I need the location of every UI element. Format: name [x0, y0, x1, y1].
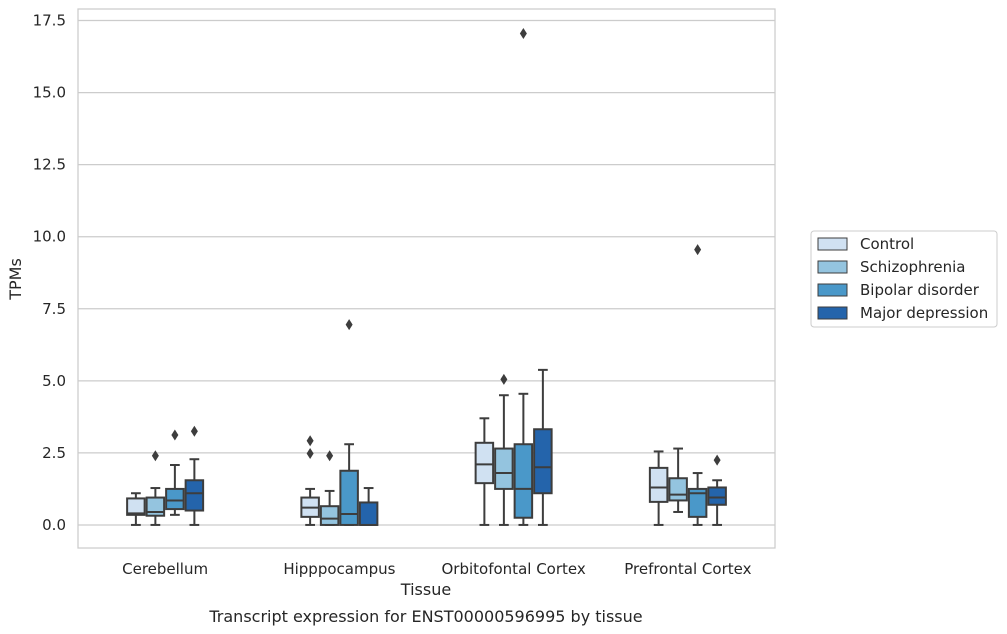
outlier-point — [500, 373, 508, 385]
y-axis-title: TPMs — [6, 258, 25, 301]
box-body — [513, 443, 534, 519]
chart-caption: Transcript expression for ENST0000059699… — [208, 607, 642, 626]
legend-swatch — [817, 306, 848, 320]
box-3-1 — [358, 487, 379, 526]
x-tick-labels: Cerebellum Hipppocampus Orbitofontal Corte… — [122, 560, 751, 578]
box-body — [474, 441, 495, 485]
box-body — [668, 477, 688, 502]
y-tick-label: 2.5 — [42, 444, 66, 462]
y-tick-label: 17.5 — [33, 12, 66, 30]
box-2-1 — [339, 319, 359, 526]
box-body — [707, 486, 727, 506]
box-body — [533, 428, 553, 495]
y-tick-label: 10.0 — [33, 228, 66, 246]
box-body — [165, 487, 185, 511]
box-1-0 — [145, 450, 166, 526]
box-body — [358, 501, 379, 526]
legend-swatch — [817, 237, 848, 251]
box-0-3 — [648, 450, 669, 526]
outlier-point — [190, 425, 198, 437]
box-plot-series — [126, 28, 727, 526]
y-tick-label: 7.5 — [42, 300, 66, 318]
box-1-3 — [668, 447, 688, 513]
outlier-point — [345, 319, 353, 331]
y-tick-labels: 0.0 2.5 5.0 7.5 10.0 12.5 15.0 17.5 — [33, 12, 66, 534]
box-3-2 — [533, 368, 553, 526]
y-tick-label: 0.0 — [42, 516, 66, 534]
y-tick-label: 12.5 — [33, 156, 66, 174]
plot-frame — [77, 8, 776, 549]
box-body — [339, 469, 359, 526]
x-tick-label: Orbitofontal Cortex — [442, 560, 586, 578]
outlier-point — [306, 447, 314, 459]
grid-lines — [78, 19, 775, 526]
y-tick-label: 5.0 — [42, 372, 66, 390]
legend-label: Major depression — [860, 304, 988, 322]
box-body — [648, 466, 669, 503]
box-2-0 — [165, 429, 185, 516]
legend-label: Schizophrenia — [860, 258, 965, 276]
outlier-point — [306, 435, 314, 447]
legend: Control Schizophrenia Bipolar disorder Majo… — [810, 230, 998, 328]
legend-label: Control — [860, 235, 914, 253]
y-tick-label: 15.0 — [33, 84, 66, 102]
box-2-3 — [687, 244, 708, 526]
box-0-1 — [300, 435, 320, 526]
box-body — [184, 479, 205, 512]
outlier-point — [171, 429, 179, 441]
outlier-point — [326, 450, 334, 462]
legend-swatch — [817, 260, 848, 274]
box-0-2 — [474, 417, 495, 526]
outlier-point — [151, 450, 159, 462]
legend-frame — [810, 230, 998, 328]
box-body — [687, 487, 708, 518]
x-axis-title: Tissue — [400, 580, 451, 599]
outlier-point — [519, 28, 527, 39]
box-body — [145, 496, 166, 517]
outlier-point — [713, 454, 721, 466]
box-1-2 — [494, 373, 514, 526]
box-3-3 — [707, 454, 727, 526]
x-tick-label: Prefrontal Cortex — [624, 560, 751, 578]
box-body — [319, 505, 340, 526]
box-body — [494, 447, 514, 490]
legend-swatch — [817, 283, 848, 297]
box-0-0 — [126, 492, 146, 526]
box-1-1 — [319, 450, 340, 526]
x-tick-label: Hipppocampus — [283, 560, 395, 578]
box-3-0 — [184, 425, 205, 526]
x-tick-label: Cerebellum — [122, 560, 208, 578]
legend-label: Bipolar disorder — [860, 281, 980, 299]
outlier-point — [694, 244, 702, 256]
box-2-2 — [513, 28, 534, 526]
box-body — [126, 497, 146, 516]
